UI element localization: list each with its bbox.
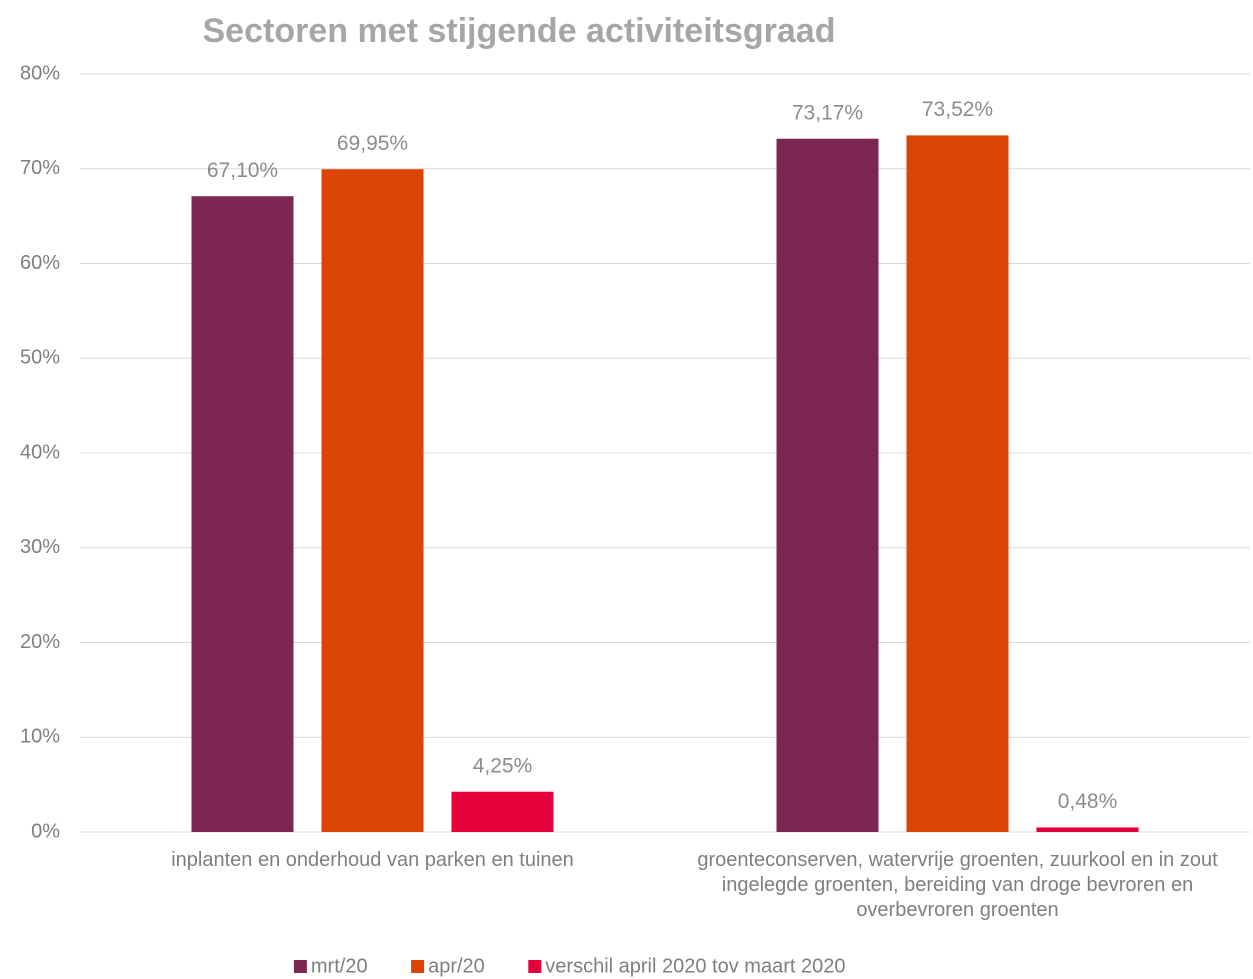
legend-swatch <box>528 960 542 973</box>
bar <box>1036 827 1139 832</box>
y-tick-label: 0% <box>31 820 60 842</box>
bar <box>776 138 879 833</box>
y-tick-label: 70% <box>20 157 60 179</box>
legend-swatch <box>293 960 307 973</box>
y-tick-label: 60% <box>20 252 60 274</box>
data-label: 0,48% <box>1058 790 1118 813</box>
data-label: 4,25% <box>473 754 533 777</box>
y-tick-label: 50% <box>20 347 60 369</box>
bar <box>906 135 1009 832</box>
y-tick-label: 30% <box>20 536 60 558</box>
bar <box>451 791 554 832</box>
x-tick-label: groenteconserven, watervrije groenten, z… <box>697 849 1218 921</box>
legend-label: verschil april 2020 tov maart 2020 <box>545 955 845 977</box>
bar <box>321 169 424 832</box>
data-label: 69,95% <box>337 132 408 155</box>
legend-swatch <box>411 960 425 973</box>
data-label: 73,52% <box>922 98 993 121</box>
bar <box>191 196 294 833</box>
x-tick-label: inplanten en onderhoud van parken en tui… <box>171 849 574 871</box>
chart-title: Sectoren met stijgende activiteitsgraad <box>203 12 836 50</box>
y-tick-label: 80% <box>20 62 60 84</box>
y-tick-label: 10% <box>20 726 60 748</box>
legend-label: mrt/20 <box>311 955 368 977</box>
data-label: 73,17% <box>792 101 863 124</box>
y-tick-label: 20% <box>20 631 60 653</box>
data-label: 67,10% <box>207 159 278 182</box>
y-tick-label: 40% <box>20 441 60 463</box>
legend-label: apr/20 <box>428 955 485 977</box>
